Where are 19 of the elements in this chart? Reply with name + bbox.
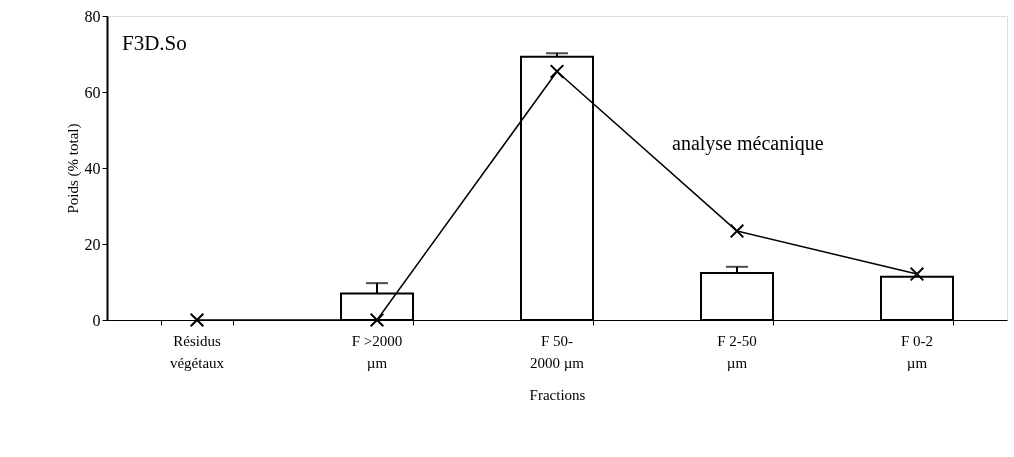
x-tick-label: F 0-2 µm xyxy=(900,333,934,371)
point xyxy=(189,312,205,328)
point xyxy=(369,312,385,328)
x-axis-title: Fractions xyxy=(529,387,586,403)
point xyxy=(549,64,565,79)
x-tick-label: F 50- 2000 µm xyxy=(529,333,585,371)
y-tick-label: 80 xyxy=(84,7,101,25)
y-tick-label: 20 xyxy=(84,235,101,253)
y-tick-label: 60 xyxy=(84,83,101,101)
point xyxy=(729,223,745,239)
x-tick-label: Résidus végétaux xyxy=(169,333,225,371)
x-tick-label: F >2000 µm xyxy=(351,333,403,371)
y-tick-label: 0 xyxy=(92,311,101,329)
y-tick-label: 40 xyxy=(84,159,101,177)
series-label: analyse mécanique xyxy=(672,132,824,155)
x-tick-label: F 2-50 µm xyxy=(717,333,757,371)
y-axis-title: Poids (% total) xyxy=(64,123,82,214)
text: F3D.So xyxy=(122,31,187,55)
point xyxy=(909,266,925,282)
